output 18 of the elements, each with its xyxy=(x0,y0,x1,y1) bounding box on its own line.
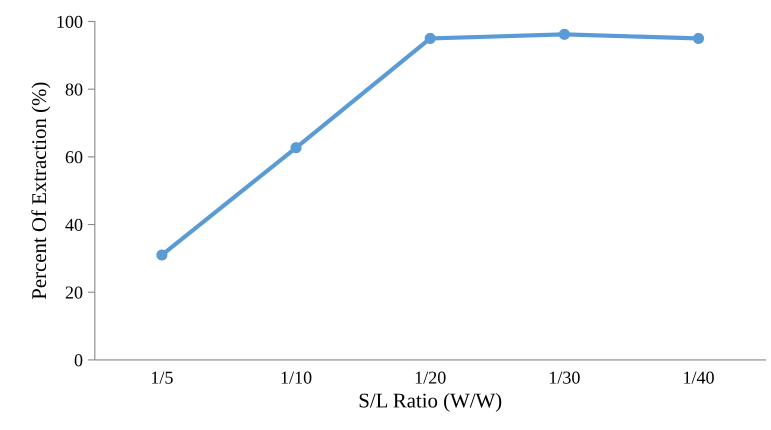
point xyxy=(290,142,302,154)
y-tick-label: 40 xyxy=(65,218,82,231)
x-tick-label: 1/40 xyxy=(684,372,714,384)
y-tick-label: 0 xyxy=(74,354,82,366)
point xyxy=(692,32,704,44)
point xyxy=(424,32,436,44)
y-tick-label: 20 xyxy=(66,286,82,299)
x-axis-title: S/L Ratio (W/W) xyxy=(360,392,502,412)
x-tick-label: 1/10 xyxy=(282,372,312,384)
y-axis-title: Percent Of Extraction (%) xyxy=(31,82,50,300)
point xyxy=(156,249,168,261)
y-tick-label: 80 xyxy=(66,83,82,96)
y-tick-label: 60 xyxy=(66,151,82,164)
point xyxy=(558,28,570,40)
x-tick-label: 1/30 xyxy=(550,372,580,384)
x-tick-label: 1/20 xyxy=(416,372,446,384)
y-tick-label: 100 xyxy=(58,16,82,28)
x-tick-label: 1/5 xyxy=(152,372,173,384)
